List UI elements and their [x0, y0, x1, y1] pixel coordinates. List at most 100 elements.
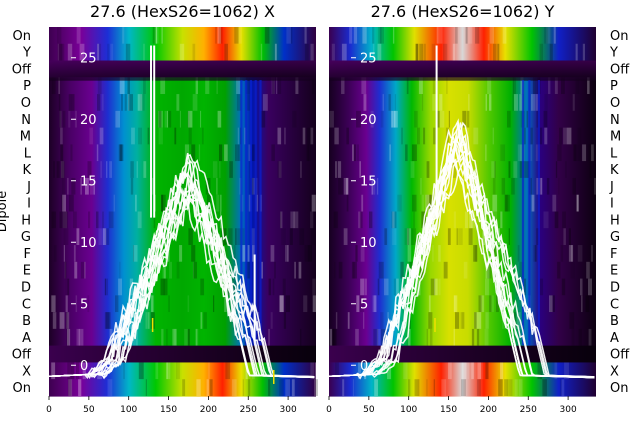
heatmap-texture	[453, 211, 456, 229]
heatmap-texture	[476, 379, 481, 396]
row-label: J	[609, 180, 614, 195]
heatmap-texture	[311, 194, 316, 212]
heatmap-texture	[89, 127, 94, 145]
heatmap-texture	[539, 43, 543, 61]
heatmap-texture	[333, 211, 338, 229]
heatmap-texture	[61, 194, 64, 212]
heatmap-texture	[193, 261, 197, 279]
heatmap-texture	[242, 379, 245, 396]
heatmap-texture	[561, 278, 566, 296]
heatmap-texture	[235, 144, 240, 162]
heatmap-texture	[133, 245, 135, 262]
heatmap-texture	[307, 144, 309, 162]
heatmap-texture	[130, 177, 134, 195]
heatmap-streak	[245, 80, 248, 345]
heatmap-row	[329, 27, 596, 45]
overlay-curve	[48, 159, 315, 378]
heatmap-texture	[163, 278, 168, 296]
heatmap-texture	[138, 127, 142, 145]
heatmap-texture	[559, 127, 563, 145]
heatmap-texture	[68, 194, 74, 212]
heatmap-texture	[571, 328, 575, 346]
heatmap-texture	[161, 27, 163, 44]
heatmap-texture	[130, 161, 134, 178]
heatmap-texture	[419, 43, 423, 61]
heatmap-texture	[537, 362, 543, 380]
heatmap-texture	[378, 27, 382, 44]
heatmap-texture	[352, 261, 357, 279]
heatmap-texture	[70, 94, 75, 111]
heatmap-texture	[392, 228, 397, 246]
row-label: A	[610, 331, 619, 346]
heatmap-texture	[554, 362, 558, 380]
heatmap-texture	[147, 127, 150, 145]
heatmap-texture	[286, 245, 289, 262]
heatmap-texture	[374, 379, 378, 396]
heatmap-texture	[292, 110, 297, 128]
heatmap-texture	[262, 94, 268, 111]
heatmap-texture	[62, 194, 66, 212]
heatmap-texture	[138, 362, 144, 380]
heatmap-texture	[349, 27, 353, 44]
heatmap-row	[49, 295, 316, 313]
heatmap-texture	[158, 127, 163, 145]
heatmap-texture	[433, 379, 435, 396]
heatmap-texture	[372, 177, 376, 195]
row-label: H	[21, 213, 31, 228]
heatmap-texture	[577, 144, 582, 162]
row-label: A	[22, 331, 31, 346]
row-label: Off	[12, 62, 32, 77]
heatmap-texture	[78, 328, 84, 346]
heatmap-texture	[360, 278, 365, 296]
heatmap-texture	[533, 94, 536, 111]
heatmap-texture	[484, 328, 489, 346]
heatmap-texture	[493, 43, 497, 61]
heatmap-texture	[264, 27, 270, 44]
heatmap-texture	[51, 77, 56, 95]
heatmap-texture	[485, 261, 490, 279]
heatmap-texture	[550, 295, 555, 313]
heatmap-texture	[549, 295, 553, 313]
heatmap-texture	[456, 228, 459, 246]
heatmap-texture	[418, 77, 423, 95]
heatmap-row	[329, 379, 596, 397]
heatmap-texture	[96, 144, 99, 162]
heatmap-texture	[174, 127, 177, 145]
heatmap-row	[49, 94, 316, 112]
heatmap-texture	[310, 362, 315, 380]
heatmap-texture	[76, 362, 80, 380]
heatmap-texture	[58, 94, 61, 111]
heatmap-texture	[552, 194, 557, 212]
heatmap-texture	[468, 94, 470, 111]
heatmap-texture	[75, 295, 78, 313]
heatmap-texture	[107, 379, 113, 396]
x-tick-label: 150	[160, 405, 177, 415]
heatmap-texture	[232, 278, 237, 296]
row-label: On	[610, 381, 628, 396]
heatmap-texture	[408, 328, 411, 346]
heatmap-texture	[61, 161, 65, 178]
heatmap-texture	[557, 144, 562, 162]
heatmap-texture	[217, 110, 222, 128]
heatmap-texture	[554, 77, 558, 95]
overlay-ytick-label: 10	[360, 236, 377, 251]
row-label: K	[22, 163, 31, 178]
heatmap-texture	[182, 379, 186, 396]
heatmap-texture	[119, 77, 125, 95]
heatmap-texture	[74, 261, 78, 279]
heatmap-texture	[531, 194, 535, 212]
heatmap-texture	[492, 177, 496, 195]
heatmap-texture	[353, 27, 358, 44]
row-label: Off	[12, 348, 32, 363]
heatmap-texture	[431, 43, 436, 61]
heatmap-texture	[358, 362, 362, 380]
heatmap-texture	[329, 328, 333, 346]
heatmap-texture	[251, 245, 255, 262]
heatmap-shade	[49, 345, 316, 363]
heatmap-texture	[577, 245, 583, 262]
row-label: F	[24, 247, 31, 262]
heatmap-texture	[62, 110, 66, 128]
heatmap-texture	[498, 379, 503, 396]
row-label: I	[27, 197, 31, 212]
heatmap-texture	[57, 43, 59, 61]
